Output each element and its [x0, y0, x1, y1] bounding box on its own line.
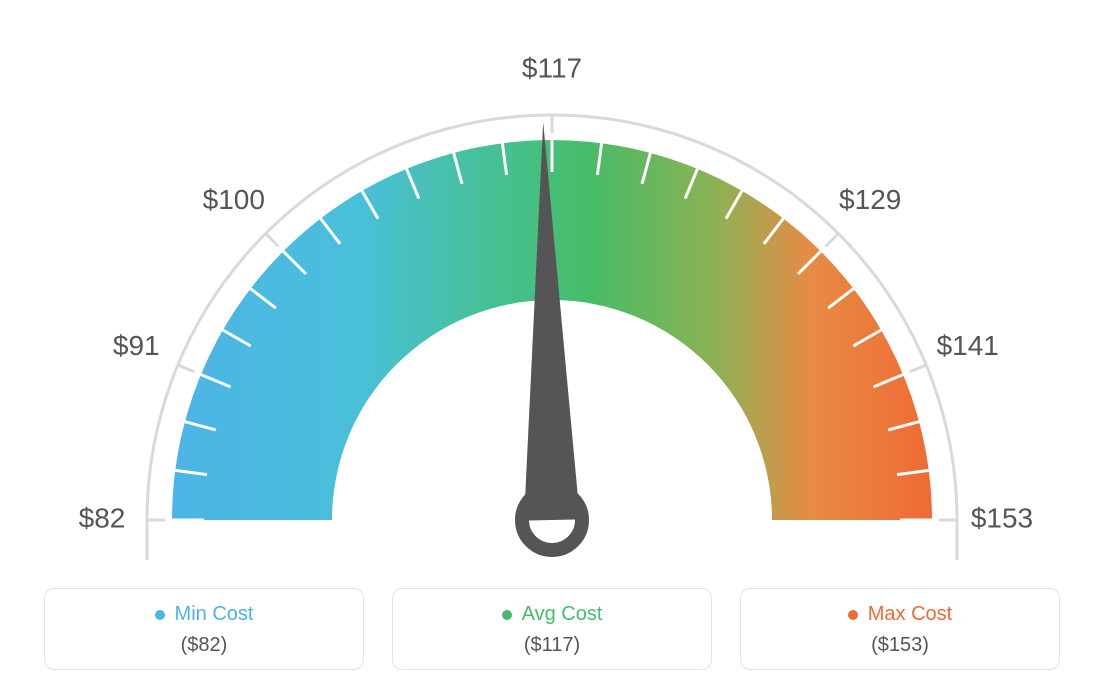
legend-row: Min Cost ($82) Avg Cost ($117) Max Cost …	[0, 588, 1104, 670]
legend-dot-min	[155, 610, 165, 620]
legend-value-avg: ($117)	[403, 634, 701, 657]
legend-dot-avg	[502, 610, 512, 620]
legend-value-min: ($82)	[55, 634, 353, 657]
gauge-major-tick	[178, 365, 195, 372]
legend-card-avg: Avg Cost ($117)	[392, 588, 712, 670]
legend-label-avg: Avg Cost	[522, 603, 603, 626]
legend-label-max: Max Cost	[868, 603, 952, 626]
legend-head-avg: Avg Cost	[502, 603, 603, 626]
gauge-tick-label: $117	[522, 52, 582, 83]
gauge-major-tick	[266, 234, 279, 247]
gauge-tick-label: $91	[113, 330, 160, 361]
legend-value-max: ($153)	[751, 634, 1049, 657]
gauge-tick-label: $100	[203, 184, 265, 215]
gauge-major-tick	[826, 234, 839, 247]
gauge-tick-label: $129	[839, 184, 901, 215]
legend-head-min: Min Cost	[155, 603, 254, 626]
gauge-tick-label: $141	[937, 330, 999, 361]
gauge-tick-label: $82	[79, 502, 126, 533]
gauge-svg: $82 $91 $100 $117 $129 $141 $153	[52, 20, 1052, 580]
gauge-major-tick	[910, 365, 927, 372]
gauge-chart: $82 $91 $100 $117 $129 $141 $153	[52, 20, 1052, 580]
gauge-tick-label: $153	[971, 502, 1033, 533]
legend-card-min: Min Cost ($82)	[44, 588, 364, 670]
legend-head-max: Max Cost	[848, 603, 952, 626]
legend-card-max: Max Cost ($153)	[740, 588, 1060, 670]
legend-dot-max	[848, 610, 858, 620]
legend-label-min: Min Cost	[175, 603, 254, 626]
